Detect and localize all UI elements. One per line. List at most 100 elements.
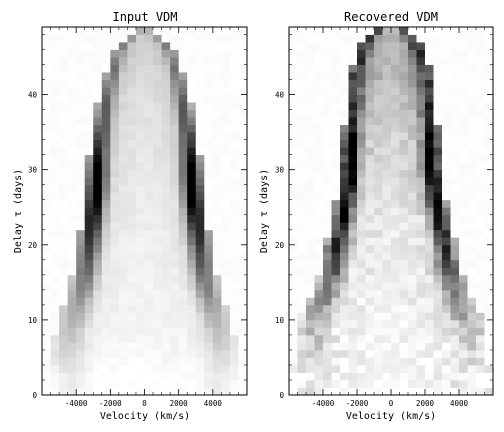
- heatmap-cell: [93, 139, 103, 148]
- heatmap-cell: [135, 312, 145, 321]
- heatmap-cell: [101, 237, 111, 246]
- heatmap-cell: [144, 289, 154, 298]
- heatmap-cell: [101, 162, 111, 171]
- heatmap-cell: [101, 79, 111, 88]
- heatmap-cell: [229, 34, 239, 43]
- x-tick-labels-input: -4000 -2000 0 2000 4000: [65, 399, 222, 408]
- heatmap-cell: [229, 49, 239, 58]
- y-tick-label: 30: [275, 166, 285, 175]
- heatmap-cell: [135, 109, 145, 118]
- heatmap-cell: [297, 364, 307, 373]
- heatmap-cell: [127, 319, 137, 328]
- heatmap-cell: [476, 72, 485, 80]
- heatmap-cell: [331, 64, 341, 73]
- heatmap-cell: [323, 192, 332, 201]
- heatmap-cell: [297, 289, 307, 298]
- heatmap-cell: [212, 259, 222, 268]
- heatmap-cell: [323, 214, 332, 223]
- heatmap-cell: [357, 229, 366, 238]
- heatmap-cell: [101, 177, 111, 186]
- heatmap-cell: [357, 289, 366, 298]
- heatmap-cell: [425, 27, 434, 35]
- heatmap-cell: [204, 252, 214, 261]
- heatmap-cell: [144, 372, 154, 381]
- heatmap-cell: [484, 207, 494, 216]
- heatmap-cell: [314, 72, 324, 80]
- heatmap-cell: [399, 342, 409, 351]
- heatmap-cell: [408, 124, 417, 133]
- heatmap-cell: [153, 64, 162, 73]
- heatmap-cell: [289, 147, 298, 156]
- heatmap-cell: [42, 117, 51, 126]
- heatmap-cell: [323, 57, 332, 65]
- heatmap-cell: [433, 184, 443, 193]
- heatmap-cell: [374, 282, 383, 291]
- heatmap-cell: [178, 379, 188, 388]
- heatmap-cell: [135, 124, 145, 133]
- heatmap-cell: [459, 199, 468, 208]
- heatmap-cell: [50, 372, 60, 381]
- heatmap-cell: [357, 169, 366, 178]
- heatmap-cell: [374, 169, 383, 178]
- heatmap-cell: [297, 162, 307, 171]
- heatmap-cell: [221, 154, 231, 163]
- heatmap-cell: [42, 192, 51, 201]
- heatmap-cell: [408, 192, 417, 201]
- heatmap-cell: [374, 162, 383, 171]
- heatmap-cell: [331, 372, 341, 381]
- heatmap-cell: [84, 207, 94, 216]
- heatmap-cell: [331, 162, 341, 171]
- heatmap-cell: [93, 349, 103, 358]
- heatmap-cell: [374, 147, 383, 156]
- heatmap-cell: [340, 237, 349, 246]
- heatmap-cell: [212, 289, 222, 298]
- heatmap-cell: [135, 169, 145, 178]
- heatmap-cell: [50, 132, 60, 141]
- heatmap-cell: [93, 154, 103, 163]
- heatmap-cell: [289, 222, 298, 231]
- heatmap-cell: [118, 289, 128, 298]
- heatmap-cell: [425, 214, 434, 223]
- heatmap-cell: [67, 214, 77, 223]
- heatmap-cell: [221, 214, 231, 223]
- heatmap-cell: [161, 342, 171, 351]
- heatmap-cell: [161, 334, 171, 343]
- heatmap-cell: [425, 244, 434, 253]
- heatmap-cell: [93, 244, 103, 253]
- heatmap-cell: [391, 379, 400, 388]
- heatmap-cell: [365, 184, 375, 193]
- heatmap-cell: [101, 117, 111, 126]
- heatmap-cell: [229, 372, 239, 381]
- heatmap-cell: [442, 229, 451, 238]
- heatmap-cell: [153, 27, 162, 35]
- heatmap-cell: [408, 184, 417, 193]
- heatmap-cell: [348, 124, 358, 133]
- heatmap-cell: [365, 139, 375, 148]
- heatmap-cell: [442, 379, 451, 388]
- heatmap-cell: [93, 177, 103, 186]
- heatmap-cell: [314, 147, 324, 156]
- heatmap-cell: [306, 289, 315, 298]
- heatmap-cell: [135, 57, 145, 65]
- heatmap-cell: [110, 244, 120, 253]
- heatmap-cell: [476, 259, 485, 268]
- heatmap-cell: [306, 49, 315, 58]
- heatmap-cell: [212, 252, 222, 261]
- heatmap-cell: [484, 222, 494, 231]
- chart-title-recovered: Recovered VDM: [344, 10, 438, 24]
- heatmap-cell: [178, 79, 188, 88]
- heatmap-cell: [212, 57, 222, 65]
- heatmap-cell: [416, 229, 426, 238]
- heatmap-cell: [118, 357, 128, 366]
- heatmap-cell: [484, 49, 494, 58]
- heatmap-cell: [67, 162, 77, 171]
- heatmap-cell: [348, 244, 358, 253]
- heatmap-cell: [323, 79, 332, 88]
- heatmap-cell: [348, 177, 358, 186]
- heatmap-cell: [161, 222, 171, 231]
- heatmap-cell: [76, 342, 86, 351]
- heatmap-cell: [459, 327, 468, 336]
- heatmap-cell: [195, 274, 205, 283]
- heatmap-cell: [374, 244, 383, 253]
- heatmap-cell: [204, 244, 214, 253]
